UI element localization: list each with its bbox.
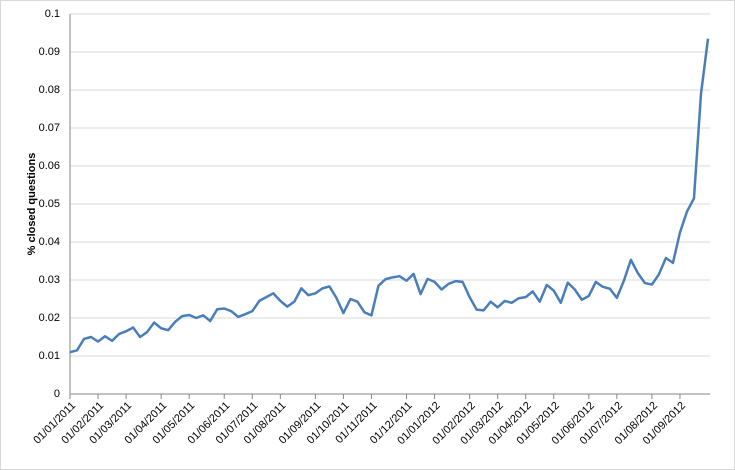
y-tick-label: 0.07 bbox=[39, 122, 60, 134]
y-tick-label: 0.05 bbox=[39, 198, 60, 210]
y-tick-label: 0.1 bbox=[45, 8, 60, 20]
y-tick-label: 0.06 bbox=[39, 160, 60, 172]
y-tick-label: 0.02 bbox=[39, 312, 60, 324]
y-tick-label: 0.04 bbox=[39, 236, 60, 248]
y-axis-title: % closed questions bbox=[26, 153, 38, 256]
y-tick-label: 0.03 bbox=[39, 274, 60, 286]
data-line bbox=[69, 38, 710, 354]
y-tick-label: 0 bbox=[54, 388, 60, 400]
y-tick-label: 0.08 bbox=[39, 84, 60, 96]
y-tick-label: 0.01 bbox=[39, 350, 60, 362]
y-tick-label: 0.09 bbox=[39, 46, 60, 58]
